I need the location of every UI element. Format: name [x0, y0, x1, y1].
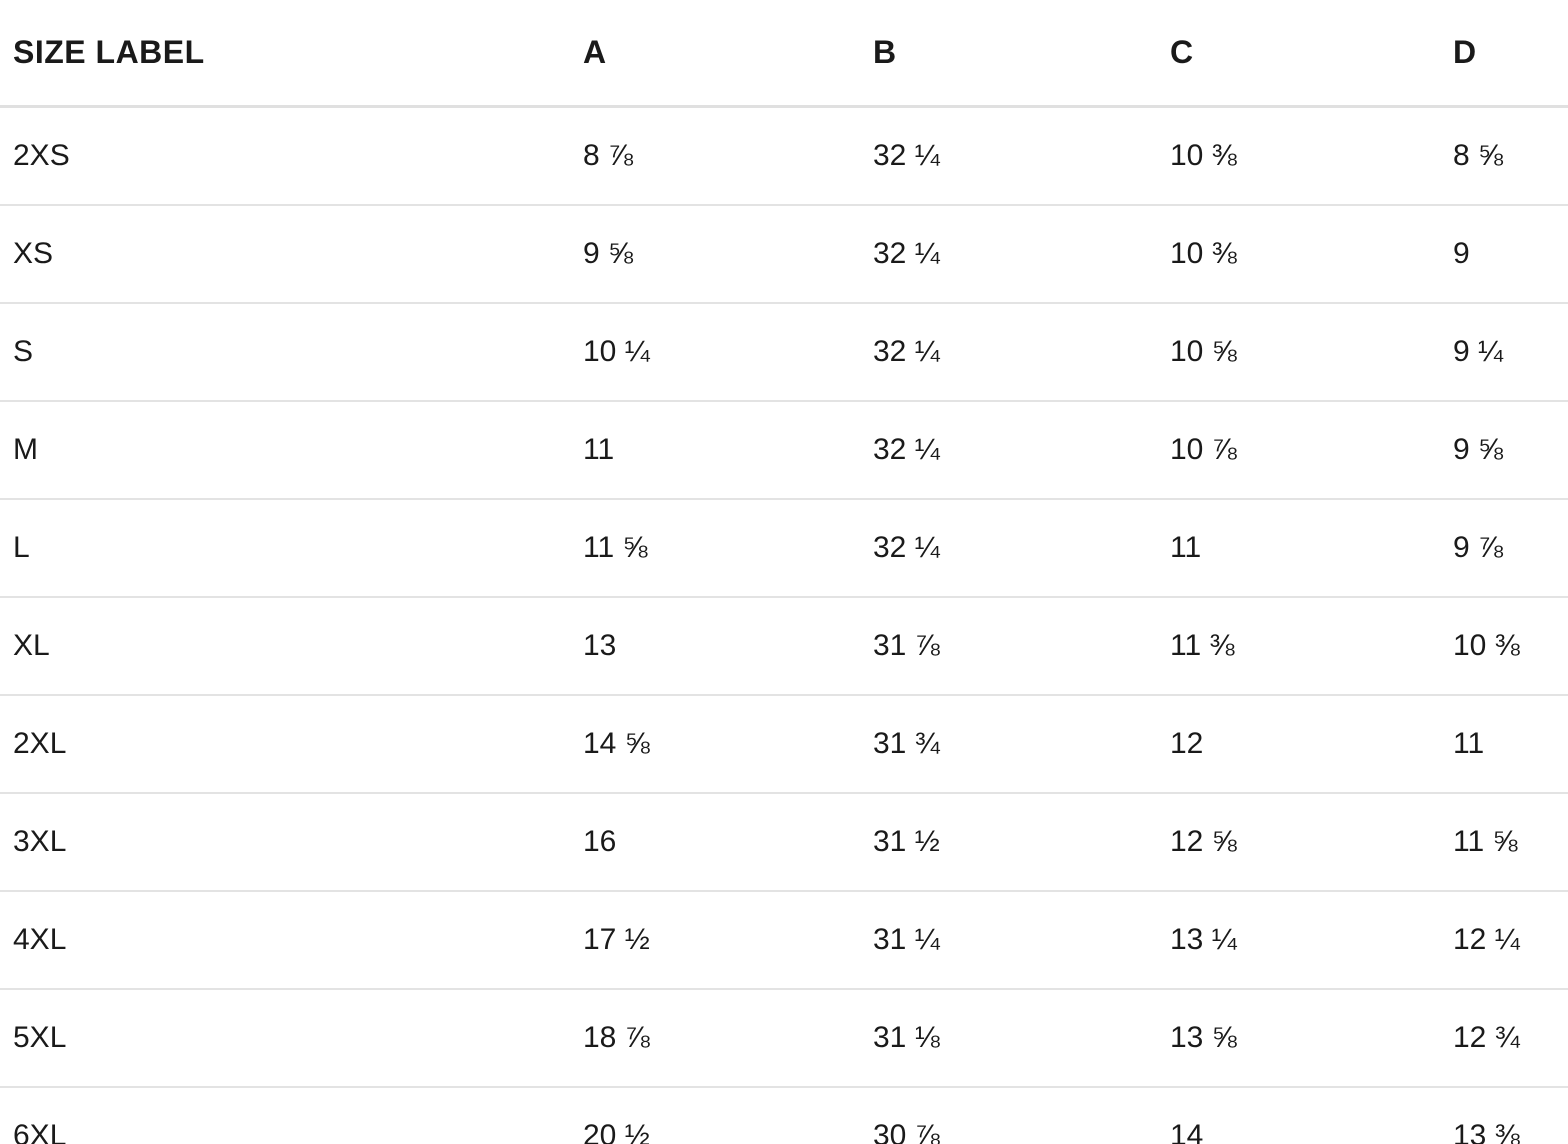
header-row: SIZE LABEL A B C D	[0, 0, 1568, 108]
measurement-cell-c: 13 ⅝	[1157, 989, 1440, 1088]
measurement-cell-d: 9	[1440, 205, 1568, 304]
size-label-cell: M	[0, 401, 570, 500]
measurement-cell-a: 16	[570, 793, 860, 892]
measurement-cell-d: 10 ⅜	[1440, 597, 1568, 696]
measurement-cell-b: 30 ⅞	[873, 1119, 940, 1144]
size-label-cell: L	[0, 499, 570, 598]
table-row: 2XL 14 ⅝ 31 ¾ 12 11	[0, 695, 1568, 794]
measurement-cell-a: 18 ⅞	[570, 989, 860, 1088]
size-label-cell: XS	[0, 205, 570, 304]
measurement-cell-b: 32 ¼	[860, 205, 1157, 304]
measurement-cell-d: 9 ⅝	[1440, 401, 1568, 500]
table-row: XL 13 31 ⅞ 11 ⅜ 10 ⅜	[0, 597, 1568, 696]
table-row: 3XL 16 31 ½ 12 ⅝ 11 ⅝	[0, 793, 1568, 892]
column-header-c: C	[1157, 0, 1440, 108]
column-header-d: D	[1440, 0, 1568, 108]
column-header-b: B	[860, 0, 1157, 108]
size-label-cell: 3XL	[0, 793, 570, 892]
measurement-cell-c: 12	[1157, 695, 1440, 794]
measurement-cell-d: 13 ⅜	[1453, 1119, 1520, 1144]
size-label-cell: 4XL	[0, 891, 570, 990]
measurement-cell-b: 31 ⅛	[860, 989, 1157, 1088]
measurement-cell-b: 31 ¾	[860, 695, 1157, 794]
measurement-cell-d: 11 ⅝	[1440, 793, 1568, 892]
measurement-cell-d: 8 ⅝	[1440, 106, 1568, 206]
measurement-cell-a: 14 ⅝	[570, 695, 860, 794]
column-header-a: A	[570, 0, 860, 108]
measurement-cell-a: 9 ⅝	[570, 205, 860, 304]
table-row: 6XL 20 ½ 30 ⅞ 14 13 ⅜	[0, 1087, 1568, 1144]
measurement-cell-a: 10 ¼	[570, 303, 860, 402]
measurement-cell-d: 12 ¼	[1440, 891, 1568, 990]
measurement-cell-b: 32 ¼	[860, 499, 1157, 598]
measurement-cell-c: 10 ⅝	[1157, 303, 1440, 402]
measurement-cell-b: 32 ¼	[860, 106, 1157, 206]
size-label-cell: S	[0, 303, 570, 402]
measurement-cell-c: 14	[1170, 1119, 1204, 1144]
measurement-cell-b: 31 ½	[860, 793, 1157, 892]
measurement-cell-b: 31 ¼	[860, 891, 1157, 990]
measurement-cell-b: 32 ¼	[860, 401, 1157, 500]
table-row: 5XL 18 ⅞ 31 ⅛ 13 ⅝ 12 ¾	[0, 989, 1568, 1088]
size-label-cell: 6XL	[13, 1119, 67, 1144]
size-label-cell: XL	[0, 597, 570, 696]
measurement-cell-a: 17 ½	[570, 891, 860, 990]
measurement-cell-d: 9 ⅞	[1440, 499, 1568, 598]
measurement-cell-a: 13	[570, 597, 860, 696]
measurement-cell-c: 10 ⅞	[1157, 401, 1440, 500]
size-label-cell: 2XL	[0, 695, 570, 794]
measurement-cell-c: 13 ¼	[1157, 891, 1440, 990]
measurement-cell-d: 12 ¾	[1440, 989, 1568, 1088]
table-row: 4XL 17 ½ 31 ¼ 13 ¼ 12 ¼	[0, 891, 1568, 990]
measurement-cell-c: 12 ⅝	[1157, 793, 1440, 892]
measurement-cell-c: 10 ⅜	[1157, 106, 1440, 206]
table-row: L 11 ⅝ 32 ¼ 11 9 ⅞	[0, 499, 1568, 598]
measurement-cell-a: 20 ½	[583, 1119, 650, 1144]
measurement-cell-c: 11 ⅜	[1157, 597, 1440, 696]
measurement-cell-c: 10 ⅜	[1157, 205, 1440, 304]
measurement-cell-d: 11	[1440, 695, 1568, 794]
measurement-cell-a: 11 ⅝	[570, 499, 860, 598]
measurement-cell-a: 8 ⅞	[570, 106, 860, 206]
measurement-cell-b: 32 ¼	[860, 303, 1157, 402]
column-header-size: SIZE LABEL	[0, 0, 570, 108]
measurement-cell-a: 11	[570, 401, 860, 500]
measurement-cell-b: 31 ⅞	[860, 597, 1157, 696]
measurement-cell-c: 11	[1157, 499, 1440, 598]
measurement-cell-d: 9 ¼	[1440, 303, 1568, 402]
size-label-cell: 5XL	[0, 989, 570, 1088]
size-label-cell: 2XS	[0, 106, 570, 206]
